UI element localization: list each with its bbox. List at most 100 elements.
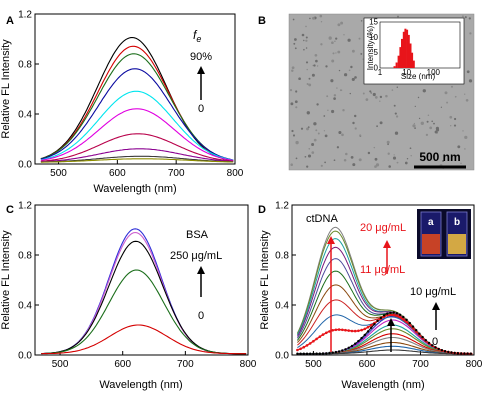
x-tick-label: 500 [52,359,69,370]
x-tick-label: 500 [305,359,322,370]
nanoparticle [313,138,317,142]
nanoparticle [320,21,323,23]
size-distribution-inset [363,17,465,85]
nanoparticle [429,126,433,130]
x-tick-label: 700 [177,359,194,370]
inset-bar [409,43,412,68]
nanoparticle [294,38,297,41]
threshold-marker [337,328,341,331]
curves-c [41,228,247,355]
nanoparticle [350,156,354,159]
low-marker [347,346,350,349]
inset-bar [404,28,407,68]
nanoparticle [316,103,319,106]
arrowhead-a [197,66,205,74]
low-marker [334,350,338,354]
low-marker [434,346,437,349]
nanoparticle [320,43,323,46]
nanoparticle [393,154,395,156]
panel-label-c: C [6,204,14,216]
inset-y-tick: 10 [369,33,378,42]
ylabel-c: Relative FL Intensity [0,230,12,330]
nanoparticle [337,23,341,27]
low-marker [379,316,383,320]
nanoparticle [301,33,305,37]
y-tick-label: 0.8 [18,251,32,262]
threshold-marker [369,323,373,327]
nanoparticle [324,134,328,138]
nanoparticle [303,39,305,42]
low-marker [398,313,402,316]
axis-ticks-a: 500 600 700 800 0.0 0.4 0.8 1.2 [18,10,244,180]
low-marker [321,352,325,355]
low-marker [453,351,456,355]
x-tick-label: 500 [50,168,67,179]
low-marker [443,350,447,353]
nanoparticle [404,161,408,165]
nanoparticle [306,165,309,168]
low-marker [296,352,299,355]
low-marker [415,329,418,332]
xlabel-d: Wavelength (nm) [341,379,424,391]
threshold-marker [305,344,309,347]
threshold-marker [331,329,335,332]
threshold-marker [389,313,392,317]
nanoparticle [333,97,336,100]
threshold-marker [328,330,331,333]
y-tick-label: 0.0 [18,351,32,362]
nanoparticle [414,105,416,108]
axis-ticks-d: 500 600 700 800 0.0 0.4 0.8 1.2 [275,201,483,371]
low-marker [328,351,331,355]
nanoparticle [308,83,312,87]
threshold-marker [405,320,408,324]
vial-b-label: b [454,217,460,228]
panel-label-d: D [258,204,266,216]
nanoparticle [422,89,426,93]
low-marker [427,341,431,345]
nanoparticle [417,96,420,99]
low-marker [357,339,360,343]
inset-y-tick: 5 [374,48,379,57]
threshold-marker [341,328,344,332]
threshold-marker [395,314,399,317]
inset-ylabel: Intensity (%) [366,25,375,70]
low-marker [418,332,421,335]
spectrum-c-3 [41,269,247,355]
nanoparticle [306,111,310,115]
xlabel-a: Wavelength (nm) [93,183,176,195]
nanoparticle-specks [289,14,473,169]
nanoparticle [291,66,295,70]
nanoparticle [353,114,357,118]
nanoparticle [343,34,345,36]
nanoparticle [449,115,453,119]
nanoparticle [305,47,308,49]
annotation-red-bottom: 11 μg/mL [360,264,405,276]
nanoparticle [375,163,380,167]
low-marker [331,351,334,354]
nanoparticle [289,89,293,92]
inset-bar [412,60,415,68]
threshold-marker [325,331,328,335]
threshold-marker [315,337,318,341]
y-tick-label: 0.0 [275,351,289,362]
axis-ticks-c: 500 600 700 800 0.0 0.4 0.8 1.2 [18,201,257,371]
nanoparticle [425,133,429,137]
nanoparticle [308,77,311,80]
nanoparticle [335,52,337,54]
annotation-black-top: 10 μg/mL [410,286,456,298]
nanoparticle [312,16,315,20]
nanoparticle [293,42,296,45]
low-marker [318,352,321,355]
x-tick-label: 800 [227,168,244,179]
nanoparticle [454,117,457,121]
inset-y-tick: 15 [369,18,378,27]
nanoparticle [339,89,342,92]
x-tick-label: 800 [240,359,257,370]
nanoparticle [372,92,376,97]
nanoparticle [373,146,376,149]
threshold-marker [353,329,357,333]
spectrum-a-0 [40,36,234,162]
spectrum-a-3 [40,68,234,161]
y-tick-label: 0.4 [18,301,32,312]
xlabel-c: Wavelength (nm) [99,379,182,391]
